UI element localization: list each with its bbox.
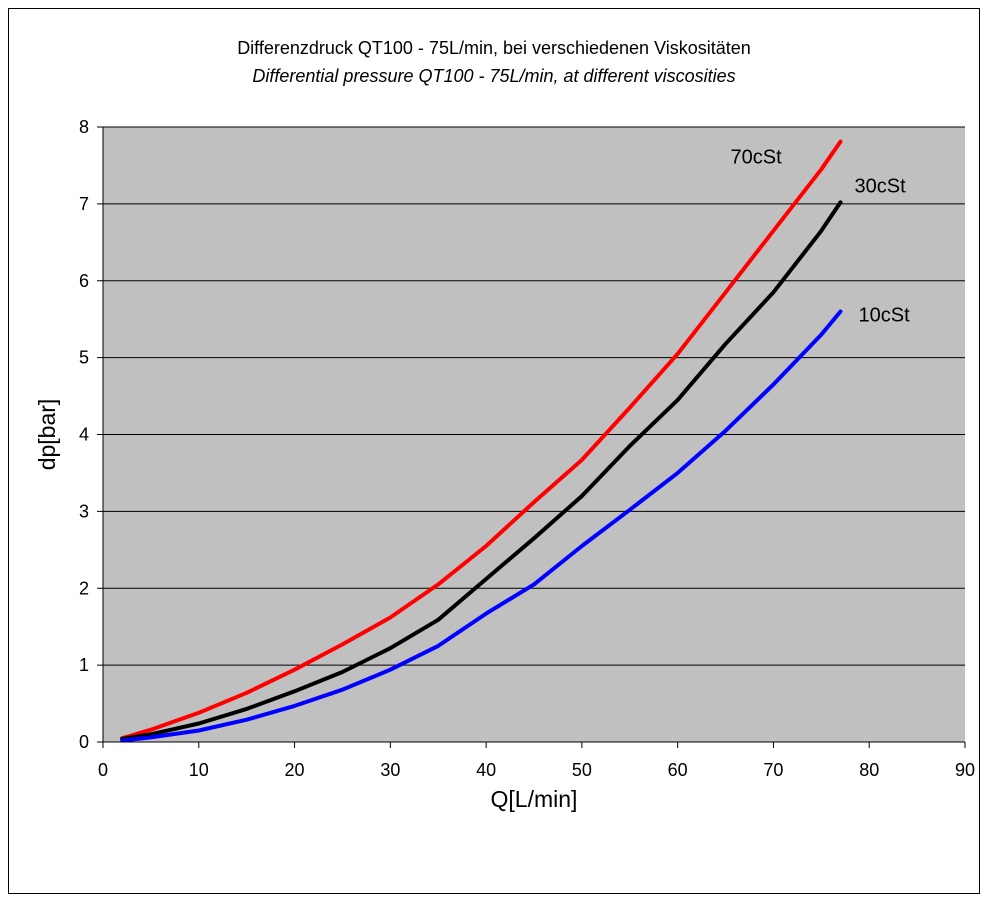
y-tick-label-8: 8	[79, 117, 89, 137]
x-tick-label-50: 50	[572, 760, 592, 780]
y-tick-label-5: 5	[79, 348, 89, 368]
x-tick-label-30: 30	[380, 760, 400, 780]
series-label-70cSt: 70cSt	[730, 147, 782, 169]
x-tick-label-70: 70	[763, 760, 783, 780]
y-tick-label-7: 7	[79, 194, 89, 214]
y-axis-label: dp[bar]	[34, 399, 60, 471]
x-tick-label-80: 80	[859, 760, 879, 780]
x-tick-label-0: 0	[98, 760, 108, 780]
y-tick-label-3: 3	[79, 501, 89, 521]
x-axis-label: Q[L/min]	[491, 786, 578, 812]
y-tick-label-1: 1	[79, 655, 89, 675]
x-tick-label-60: 60	[668, 760, 688, 780]
y-tick-label-6: 6	[79, 271, 89, 291]
x-tick-label-90: 90	[955, 760, 975, 780]
x-tick-label-20: 20	[285, 760, 305, 780]
x-tick-label-10: 10	[189, 760, 209, 780]
y-tick-label-0: 0	[79, 732, 89, 752]
x-tick-label-40: 40	[476, 760, 496, 780]
y-tick-label-4: 4	[79, 425, 89, 445]
series-label-30cSt: 30cSt	[854, 175, 906, 197]
series-label-10cSt: 10cSt	[858, 305, 910, 327]
y-tick-label-2: 2	[79, 578, 89, 598]
